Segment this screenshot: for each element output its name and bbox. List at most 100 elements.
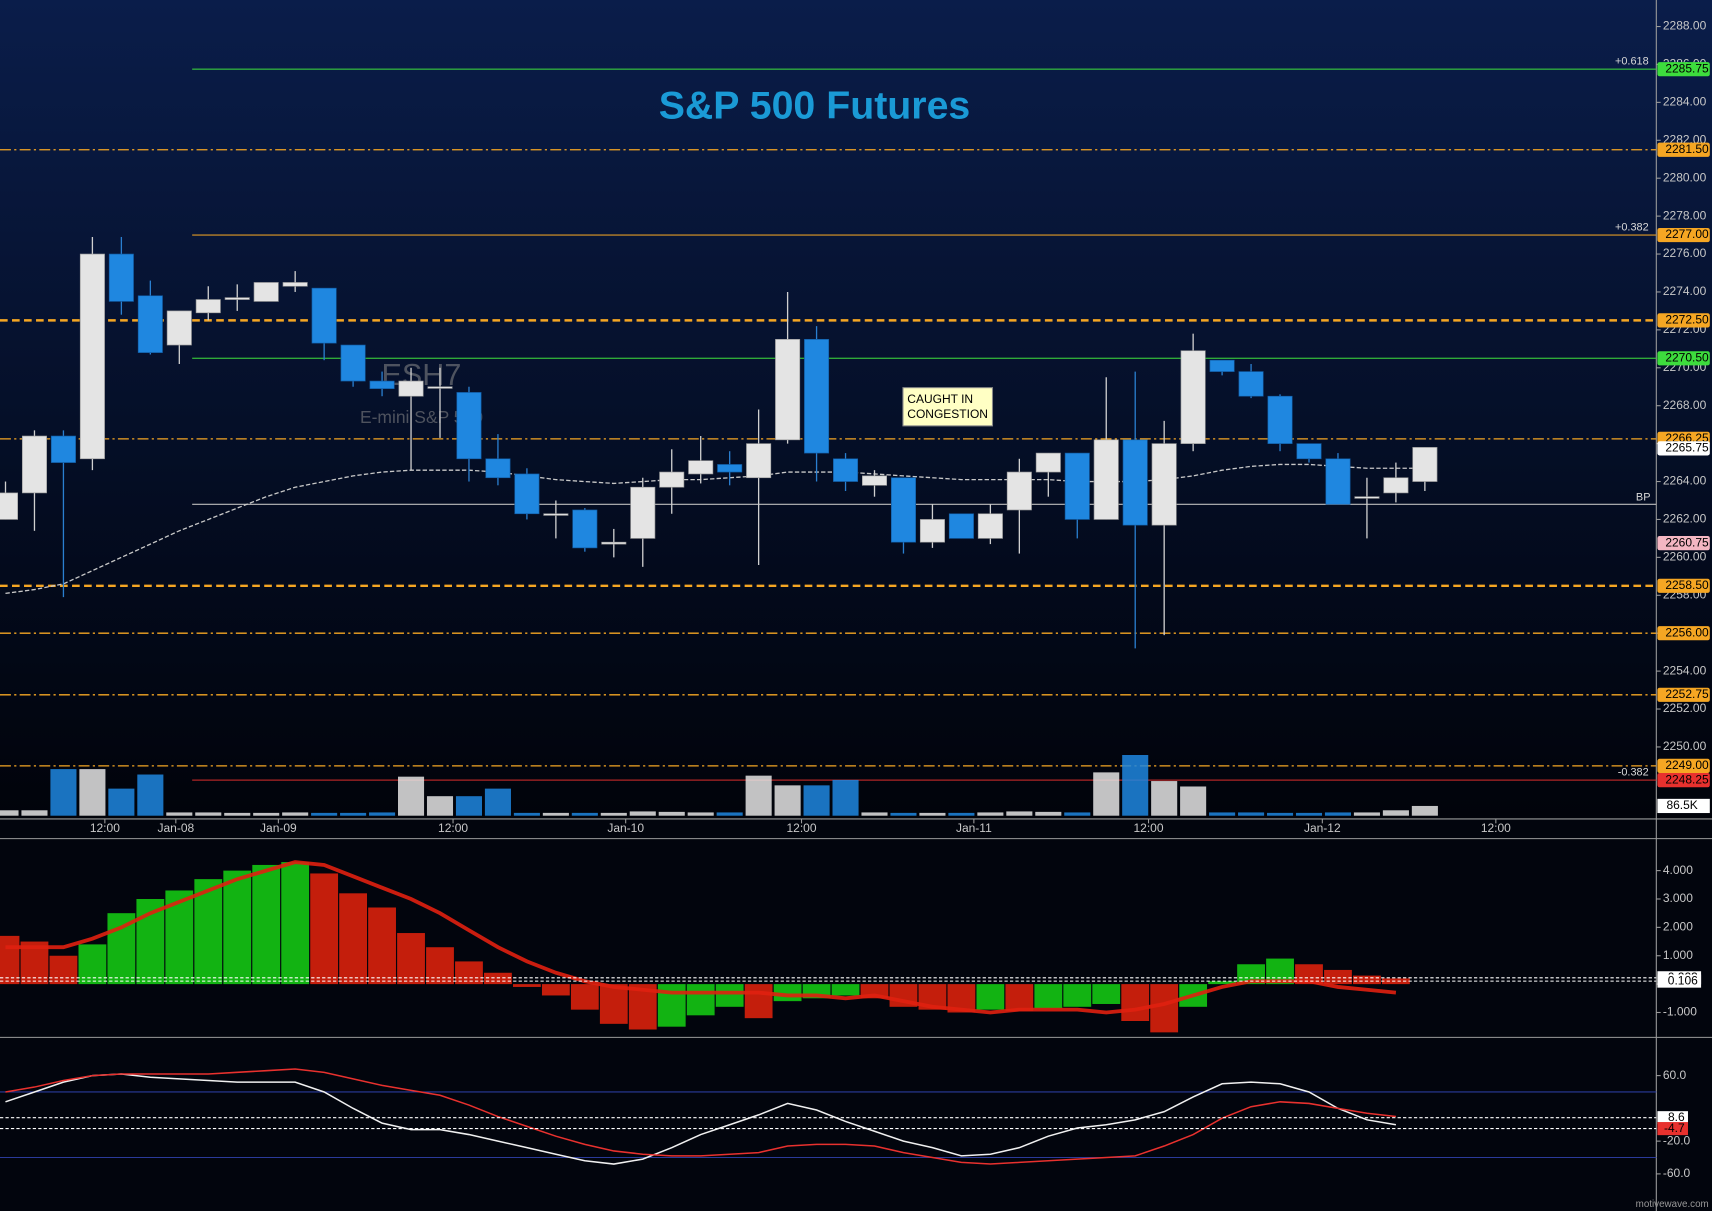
volume-bar: [137, 774, 164, 816]
price-badge-label: 2252.75: [1665, 687, 1709, 701]
candle-body: [977, 513, 1003, 539]
volume-bar: [513, 812, 540, 816]
price-badge-label: 2260.75: [1665, 535, 1709, 549]
macd-bar: [0, 935, 20, 985]
candle-body: [1035, 452, 1061, 473]
macd-bar: [49, 955, 78, 985]
macd-bar: [281, 862, 310, 985]
y-tick-label: 2250.00: [1663, 739, 1707, 753]
candle-body: [1093, 439, 1119, 520]
macd-bar: [1295, 964, 1323, 985]
fib-label: +0.618: [1615, 55, 1649, 67]
y-tick-label: 2274.00: [1663, 284, 1707, 298]
volume-bar: [919, 812, 946, 816]
volume-bar: [745, 775, 772, 816]
candle-body: [427, 386, 453, 389]
candle-body: [340, 344, 366, 382]
y-tick-label: 2280.00: [1663, 170, 1707, 184]
volume-bar: [774, 785, 801, 816]
candle-body: [1151, 443, 1177, 526]
volume-bar: [1064, 812, 1091, 816]
x-tick-label: 12:00: [1134, 821, 1164, 835]
bp-label: BP: [1636, 492, 1651, 504]
candle-body: [398, 380, 424, 397]
volume-bar: [398, 776, 425, 816]
macd-bar: [1382, 978, 1410, 985]
candle-body: [630, 486, 656, 539]
price-badge-label: 2277.00: [1665, 227, 1709, 241]
macd-bar: [252, 864, 281, 985]
y-tick-label: 2278.00: [1663, 208, 1707, 222]
price-badge: [1657, 758, 1710, 773]
candle-body: [717, 464, 743, 473]
price-badge-label: 2285.75: [1665, 61, 1709, 75]
candle-body: [862, 475, 887, 486]
candle-body: [688, 460, 714, 475]
macd-bar: [599, 984, 628, 1024]
macd-bar: [1150, 984, 1179, 1033]
candle-body: [948, 513, 974, 539]
volume-bar: [948, 812, 975, 816]
x-tick-label: Jan-11: [956, 821, 992, 835]
volume-bar: [79, 769, 106, 816]
volume-bar: [542, 812, 569, 816]
volume-bar: [658, 811, 685, 816]
x-tick-label: Jan-10: [607, 821, 644, 835]
price-badge-label: 2281.50: [1665, 142, 1709, 156]
candle-body: [1209, 359, 1235, 372]
volume-bar: [108, 788, 135, 816]
macd-bar: [397, 933, 425, 985]
volume-bar: [977, 812, 1004, 816]
macd-bar: [310, 873, 339, 985]
volume-bar: [166, 812, 193, 816]
x-tick-label: Jan-09: [260, 821, 297, 835]
macd-bar: [426, 947, 454, 985]
macd-bar: [831, 984, 860, 996]
credit: motivewave.com: [1636, 1199, 1709, 1210]
chart-title: S&P 500 Futures: [659, 83, 971, 127]
price-badge: [1657, 62, 1710, 77]
fib-label: +0.382: [1615, 221, 1649, 233]
candle-body: [890, 477, 916, 543]
candle-body: [514, 473, 540, 515]
macd-badge-label: 0.106: [1668, 973, 1698, 987]
candle-body: [1383, 477, 1409, 494]
volume-bar: [369, 812, 396, 816]
candle-body: [456, 392, 482, 460]
volume-bar: [455, 796, 483, 816]
osc-line: [5, 1068, 1396, 1165]
volume-bar: [1035, 811, 1062, 816]
candle-body: [746, 443, 772, 479]
candle-body: [108, 253, 134, 302]
macd-bar: [368, 907, 396, 985]
macd-bar: [339, 893, 368, 985]
fib-label: -0.382: [1618, 766, 1649, 778]
candle-body: [1122, 439, 1148, 526]
macd-badge: [1657, 974, 1702, 988]
price-badge: [1657, 351, 1710, 366]
volume-bar: [687, 812, 714, 816]
volume-bar: [1353, 812, 1380, 816]
main-pane: [0, 0, 1712, 819]
price-badge-label: 2270.50: [1665, 350, 1709, 364]
volume-bar: [340, 812, 367, 816]
osc-badge: [1657, 1111, 1688, 1125]
volume-bar: [0, 810, 19, 816]
osc-tick-label: -60.0: [1663, 1166, 1691, 1180]
macd-bar: [976, 984, 1005, 1010]
annotation-box: [902, 387, 994, 427]
x-tick-label: Jan-12: [1304, 821, 1341, 835]
y-tick-label: 2264.00: [1663, 474, 1707, 488]
price-badge-label: 2256.00: [1665, 625, 1709, 639]
candle-body: [137, 295, 163, 353]
candle-body: [1354, 496, 1380, 499]
osc-badge: [1657, 1122, 1688, 1136]
candle-body: [804, 339, 830, 454]
candle-body: [369, 380, 395, 389]
candle-body: [253, 282, 279, 302]
y-tick-label: 2288.00: [1663, 19, 1707, 33]
y-tick-label: 2262.00: [1663, 512, 1707, 526]
candle-body: [1412, 447, 1438, 482]
osc-badge-label: 8.6: [1668, 1110, 1685, 1124]
